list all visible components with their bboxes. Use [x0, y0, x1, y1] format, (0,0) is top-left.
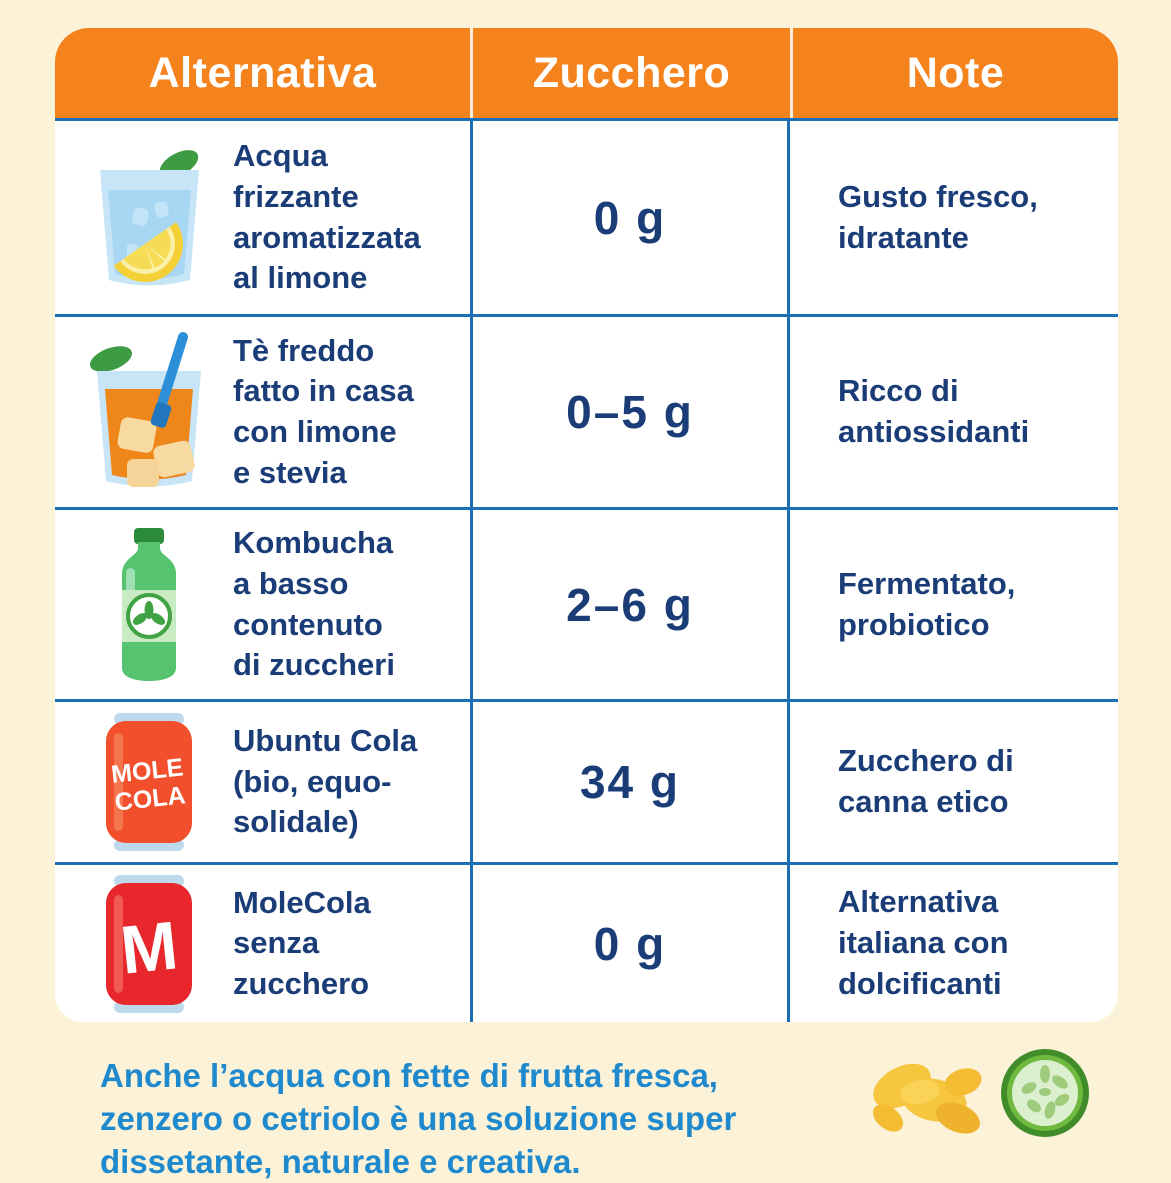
sugar-value: 0 g	[470, 865, 790, 1022]
kombucha-bottle-icon	[55, 526, 233, 684]
column-header-note: Note	[790, 28, 1118, 118]
ginger-root-icon	[860, 1052, 995, 1149]
alternative-cell: M MoleCola senza zucchero	[55, 865, 470, 1022]
column-header-alternativa: Alternativa	[148, 48, 377, 97]
footer-tip-line: Anche l’acqua con fette di frutta fresca…	[100, 1057, 718, 1094]
alternative-name: MoleCola senza zucchero	[233, 884, 371, 1001]
sugar-value: 0 g	[470, 121, 790, 314]
footer-tip: Anche l’acqua con fette di frutta fresca…	[100, 1054, 880, 1183]
table-row: MOLE COLA Ubuntu Cola (bio, equo- solida…	[55, 699, 1118, 862]
table-row: M MoleCola senza zucchero 0 g Alternativ…	[55, 862, 1118, 1022]
note-text: Fermentato, probiotico	[838, 565, 1016, 642]
note-text: Ricco di antiossidanti	[838, 373, 1030, 449]
note-text: Alternativa italiana con dolcificanti	[838, 884, 1009, 1001]
alternative-cell: Kombucha a basso contenuto di zuccheri	[55, 510, 470, 699]
table-row: Tè freddo fatto in casa con limone e ste…	[55, 314, 1118, 507]
sugar-value: 2–6 g	[470, 510, 790, 699]
table-row: Kombucha a basso contenuto di zuccheri 2…	[55, 507, 1118, 699]
column-header-zucchero: Zucchero	[470, 28, 790, 118]
note-text: Zucchero di canna etico	[838, 743, 1014, 819]
table-row: Acqua frizzante aromatizzata al limone 0…	[55, 118, 1118, 314]
lemon-sparkling-water-icon	[55, 144, 233, 292]
footer-tip-line: dissetante, naturale e creativa.	[100, 1143, 581, 1180]
alternative-name: Ubuntu Cola (bio, equo- solidale)	[233, 723, 418, 840]
homemade-iced-tea-icon	[55, 331, 233, 493]
alternative-name: Kombucha a basso contenuto di zuccheri	[233, 525, 395, 683]
alternatives-table: Alternativa Zucchero Note	[55, 28, 1118, 1022]
footer-tip-line: zenzero o cetriolo è una soluzione super	[100, 1100, 737, 1137]
alternative-cell: Tè freddo fatto in casa con limone e ste…	[55, 317, 470, 507]
sugar-value: 34 g	[470, 702, 790, 862]
cucumber-slice-icon	[998, 1046, 1093, 1146]
ubuntu-cola-can-icon: MOLE COLA	[55, 713, 233, 851]
alternative-cell: MOLE COLA Ubuntu Cola (bio, equo- solida…	[55, 702, 470, 862]
alternative-cell: Acqua frizzante aromatizzata al limone	[55, 121, 470, 314]
molecola-can-icon: M	[55, 874, 233, 1013]
table-header-row: Alternativa Zucchero Note	[55, 28, 1118, 118]
note-text: Gusto fresco, idratante	[838, 178, 1038, 255]
alternative-name: Acqua frizzante aromatizzata al limone	[233, 138, 421, 296]
can-letter-m: M	[117, 907, 181, 989]
alternative-name: Tè freddo fatto in casa con limone e ste…	[233, 332, 414, 490]
sugar-value: 0–5 g	[470, 317, 790, 507]
